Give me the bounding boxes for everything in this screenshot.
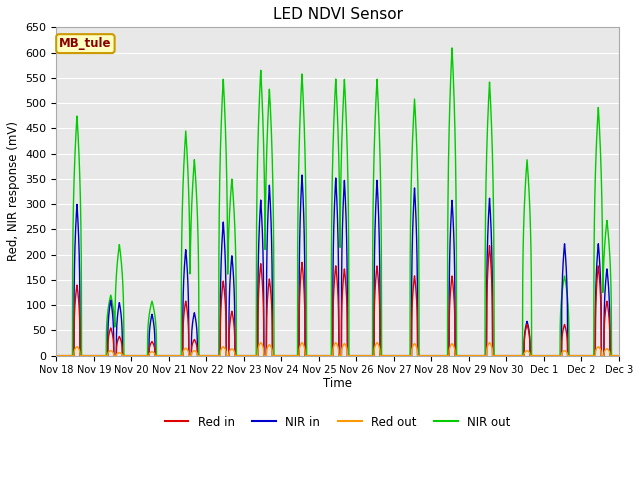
NIR in	[586, 353, 593, 359]
Red out	[55, 353, 63, 359]
Line: NIR in: NIR in	[56, 175, 619, 356]
NIR in	[298, 172, 306, 178]
Red in	[615, 353, 623, 359]
NIR out	[52, 353, 60, 359]
NIR out	[615, 353, 623, 359]
NIR out	[163, 353, 170, 359]
Line: NIR out: NIR out	[56, 48, 619, 356]
Red out	[86, 353, 94, 359]
Red in	[52, 353, 60, 359]
Red out	[328, 353, 335, 359]
NIR in	[86, 353, 94, 359]
Legend: Red in, NIR in, Red out, NIR out: Red in, NIR in, Red out, NIR out	[160, 411, 515, 433]
Red in	[76, 316, 83, 322]
NIR in	[163, 353, 170, 359]
NIR out	[586, 353, 593, 359]
NIR in	[328, 353, 335, 359]
Red out	[163, 353, 170, 359]
Red in	[86, 353, 94, 359]
Red in	[586, 353, 593, 359]
NIR out	[86, 353, 94, 359]
Red out	[615, 353, 623, 359]
Red out	[586, 353, 593, 359]
Red out	[76, 348, 83, 354]
Line: Red out: Red out	[56, 343, 619, 356]
NIR in	[76, 274, 83, 280]
Red in	[328, 353, 335, 359]
Red in	[163, 353, 170, 359]
Title: LED NDVI Sensor: LED NDVI Sensor	[273, 7, 403, 22]
Red in	[486, 243, 493, 249]
Red out	[257, 340, 264, 346]
NIR in	[55, 353, 63, 359]
X-axis label: Time: Time	[323, 377, 352, 390]
NIR out	[328, 264, 335, 270]
Line: Red in: Red in	[56, 246, 619, 356]
NIR out	[448, 45, 456, 51]
Text: MB_tule: MB_tule	[59, 37, 111, 50]
Red out	[52, 353, 60, 359]
NIR in	[52, 353, 60, 359]
NIR in	[615, 353, 623, 359]
Red in	[55, 353, 63, 359]
Y-axis label: Red, NIR response (mV): Red, NIR response (mV)	[7, 121, 20, 262]
NIR out	[76, 169, 83, 175]
NIR out	[55, 353, 63, 359]
